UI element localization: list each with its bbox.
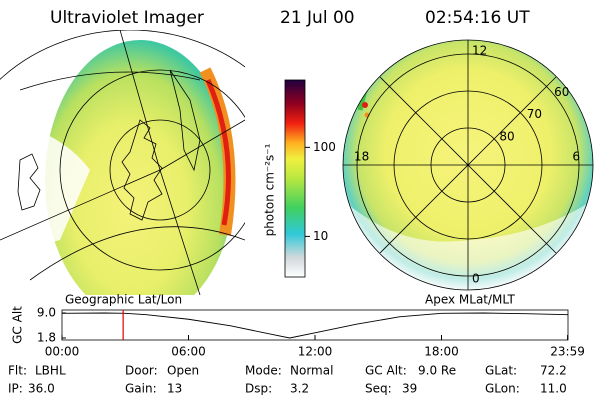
field-value: 39 bbox=[402, 382, 417, 396]
left-map-label: Geographic Lat/Lon bbox=[65, 293, 182, 307]
lat-ring bbox=[430, 127, 506, 203]
x-tick-label: 18:00 bbox=[424, 345, 459, 359]
footer: Flt: LBHL Door: Open Mode: Normal GC Alt: 9.0 R… bbox=[8, 364, 567, 396]
lat-ring-label: 80 bbox=[499, 129, 514, 143]
mlt-label: 0 bbox=[472, 272, 480, 286]
field-value: 11.0 bbox=[540, 382, 567, 396]
field-label: IP: bbox=[8, 382, 23, 396]
field-value: 72.2 bbox=[540, 364, 567, 378]
field-value: Normal bbox=[290, 364, 333, 378]
field-label: GLon: bbox=[485, 382, 520, 396]
lat-ring-label: 70 bbox=[527, 107, 542, 121]
field-value: Open bbox=[167, 364, 199, 378]
right-map-label: Apex MLat/MLT bbox=[425, 293, 515, 307]
field-value: 36.0 bbox=[28, 382, 55, 396]
time: 02:54:16 UT bbox=[425, 8, 530, 28]
lat-ring bbox=[356, 53, 580, 277]
colorbar-tick-label: 100 bbox=[313, 140, 336, 154]
field-value: 3.2 bbox=[290, 382, 309, 396]
field-label: Dsp: bbox=[245, 382, 272, 396]
colorbar bbox=[284, 79, 306, 278]
y-tick-label: 1.8 bbox=[37, 331, 56, 345]
lat-ring-label: 60 bbox=[554, 85, 569, 99]
field-value: LBHL bbox=[35, 364, 66, 378]
mlt-label: 12 bbox=[472, 44, 487, 58]
mlt-label: 6 bbox=[572, 150, 580, 164]
field-label: Gain: bbox=[125, 382, 157, 396]
field-label: Flt: bbox=[8, 364, 27, 378]
y-tick-label: 9.0 bbox=[37, 306, 56, 320]
mlt-label: 18 bbox=[354, 150, 369, 164]
x-tick-label: 23:59 bbox=[550, 345, 585, 359]
colorbar-tick-label: 10 bbox=[313, 229, 328, 243]
field-value: 13 bbox=[167, 382, 182, 396]
field-label: Door: bbox=[125, 364, 158, 378]
field-value: 9.0 Re bbox=[418, 364, 456, 378]
field-label: Seq: bbox=[365, 382, 392, 396]
date: 21 Jul 00 bbox=[280, 8, 355, 28]
x-tick-label: 00:00 bbox=[45, 345, 80, 359]
timeline-ylabel: GC Alt bbox=[11, 306, 25, 344]
field-label: Mode: bbox=[245, 364, 282, 378]
left-map bbox=[0, 30, 245, 295]
altitude-line bbox=[61, 312, 569, 339]
polar-grid bbox=[342, 39, 594, 291]
colorbar-label: photon cm⁻²s⁻¹ bbox=[263, 143, 277, 236]
x-tick-label: 06:00 bbox=[171, 345, 206, 359]
title: Ultraviolet Imager bbox=[50, 8, 204, 28]
field-label: GC Alt: bbox=[365, 364, 407, 378]
field-label: GLat: bbox=[485, 364, 517, 378]
lat-ring bbox=[393, 90, 543, 240]
x-tick-label: 12:00 bbox=[298, 345, 333, 359]
